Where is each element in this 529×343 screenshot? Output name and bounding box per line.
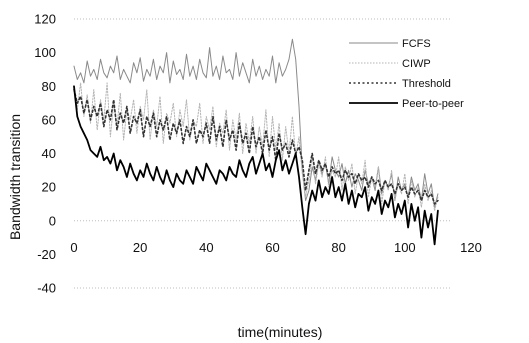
series-line-ciwp: [73, 82, 439, 212]
tick-labels: 120 100 80 60 40 20 0 -20 -40 0 20 40 60 80 100 120: [34, 12, 482, 296]
y-tick-label: 40: [42, 146, 56, 161]
y-tick-label: -20: [37, 247, 56, 262]
legend-label: Threshold: [402, 78, 451, 90]
series-line-threshold: [73, 88, 439, 205]
y-tick-label: 0: [49, 213, 56, 228]
y-tick-label: 100: [34, 45, 56, 60]
legend-label: CIWP: [402, 58, 431, 70]
x-tick-label: 120: [460, 240, 482, 255]
x-tick-label: 80: [331, 240, 345, 255]
plot-series: [73, 38, 439, 246]
legend-label: FCFS: [402, 38, 431, 50]
y-axis-title: Bandwidth transition: [7, 114, 23, 240]
y-tick-label: -40: [37, 281, 56, 296]
series-line-peer-to-peer: [73, 85, 439, 246]
y-tick-label: 60: [42, 112, 56, 127]
x-tick-label: 0: [70, 240, 77, 255]
y-tick-label: 80: [42, 79, 56, 94]
x-tick-label: 40: [199, 240, 213, 255]
y-tick-label: 20: [42, 180, 56, 195]
x-tick-label: 20: [133, 240, 147, 255]
x-tick-label: 60: [265, 240, 279, 255]
y-tick-label: 120: [34, 12, 56, 27]
x-tick-label: 100: [394, 240, 416, 255]
legend: FCFS CIWP Threshold Peer-to-peer: [349, 38, 464, 110]
x-axis-title: time(minutes): [238, 324, 323, 340]
legend-label: Peer-to-peer: [402, 98, 464, 110]
